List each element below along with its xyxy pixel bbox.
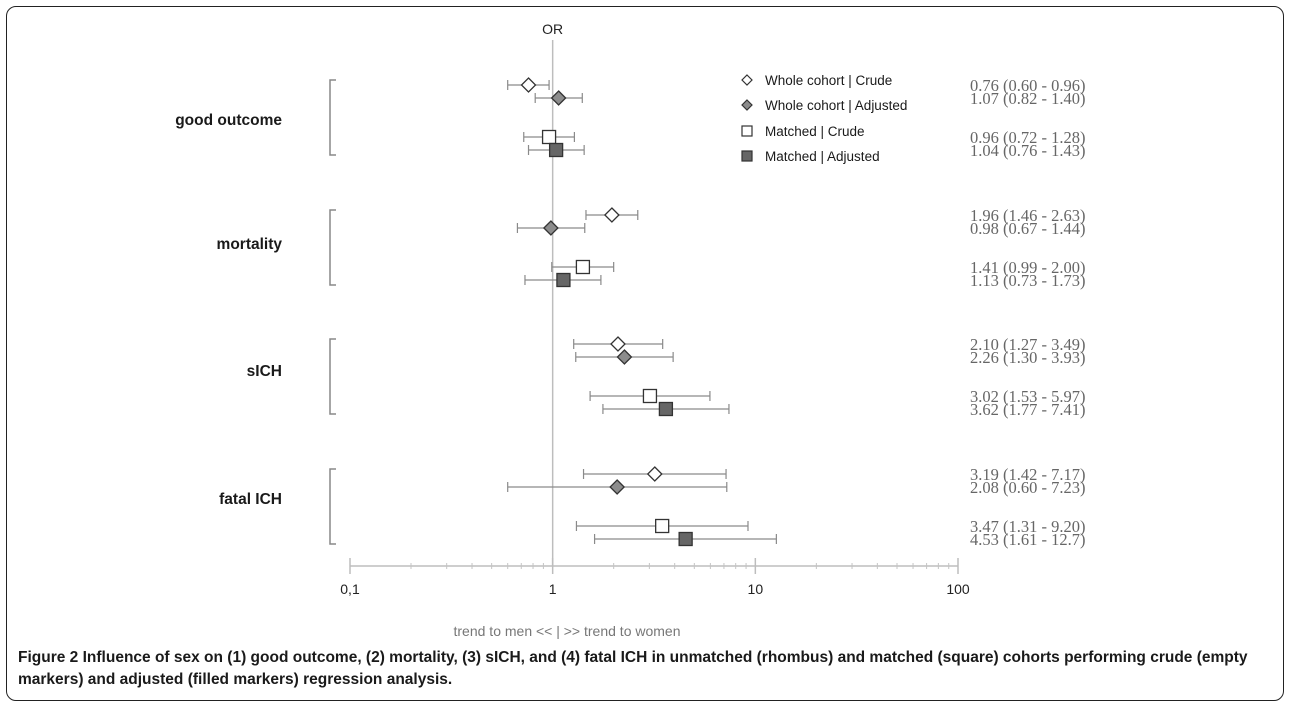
ci-value-label: 0.76 (0.60 - 0.96)	[970, 76, 1085, 95]
point-marker	[642, 388, 658, 404]
forest-plot: OR 0,1 1 10 100 trend to men << | >> trend to…	[175, 21, 1085, 639]
point-marker	[655, 518, 670, 534]
legend-marker	[741, 99, 753, 111]
ci-value-label: 0.96 (0.72 - 1.28)	[970, 128, 1085, 147]
category-label: mortality	[217, 236, 283, 253]
point-marker	[548, 142, 564, 158]
ci-value-label: 1.07 (0.82 - 1.40)	[970, 89, 1085, 108]
ci-value-label: 4.53 (1.61 - 12.7)	[970, 530, 1085, 549]
ci-value-label: 0.98 (0.67 - 1.44)	[970, 219, 1085, 238]
ci-value-label: 3.02 (1.53 - 5.97)	[970, 387, 1085, 406]
plot-title: OR	[542, 21, 563, 37]
point-marker	[658, 401, 674, 417]
x-tick-label: 100	[946, 581, 970, 597]
x-axis-label: trend to men << | >> trend to women	[454, 623, 681, 639]
category-label: good outcome	[175, 112, 282, 129]
point-marker	[678, 531, 693, 547]
point-marker	[603, 207, 620, 223]
x-tick-label: 0,1	[340, 581, 360, 597]
figure-caption: Figure 2 Influence of sex on (1) good ou…	[18, 647, 1273, 691]
point-marker	[556, 272, 571, 288]
legend-label: Whole cohort | Crude	[765, 73, 892, 88]
category-label: sICH	[247, 363, 282, 380]
ci-value-label: 2.10 (1.27 - 3.49)	[970, 335, 1085, 354]
point-marker	[646, 466, 663, 482]
ci-value-label: 1.41 (0.99 - 2.00)	[970, 258, 1085, 277]
caption-text: Influence of sex on (1) good outcome, (2…	[18, 649, 1248, 688]
point-marker	[541, 129, 557, 145]
point-marker	[610, 336, 626, 352]
ci-value-label: 1.13 (0.73 - 1.73)	[970, 271, 1085, 290]
legend-label: Whole cohort | Adjusted	[765, 98, 907, 113]
ci-value-label: 3.47 (1.31 - 9.20)	[970, 517, 1085, 536]
point-marker	[616, 349, 633, 365]
category-bracket	[329, 468, 336, 545]
legend-marker	[741, 150, 753, 162]
point-marker	[575, 259, 591, 275]
ci-value-label: 3.62 (1.77 - 7.41)	[970, 400, 1085, 419]
ci-value-label: 3.19 (1.42 - 7.17)	[970, 465, 1085, 484]
category-bracket	[329, 338, 336, 415]
point-marker	[550, 90, 567, 106]
category-bracket	[329, 209, 336, 286]
x-tick-label: 1	[549, 581, 557, 597]
legend-label: Matched | Crude	[765, 124, 865, 139]
legend-marker	[741, 74, 753, 86]
point-marker	[520, 77, 537, 93]
ci-value-label: 2.08 (0.60 - 7.23)	[970, 478, 1085, 497]
ci-value-label: 1.96 (1.46 - 2.63)	[970, 206, 1085, 225]
category-label: fatal ICH	[219, 491, 282, 508]
ci-value-label: 1.04 (0.76 - 1.43)	[970, 141, 1085, 160]
point-marker	[542, 220, 559, 236]
figure-frame	[6, 6, 1284, 701]
legend-marker	[741, 125, 753, 137]
point-marker	[609, 479, 626, 495]
ci-value-label: 2.26 (1.30 - 3.93)	[970, 348, 1085, 367]
category-bracket	[329, 79, 336, 156]
x-tick-label: 10	[748, 581, 764, 597]
legend-label: Matched | Adjusted	[765, 149, 880, 164]
caption-label: Figure 2	[18, 649, 79, 666]
